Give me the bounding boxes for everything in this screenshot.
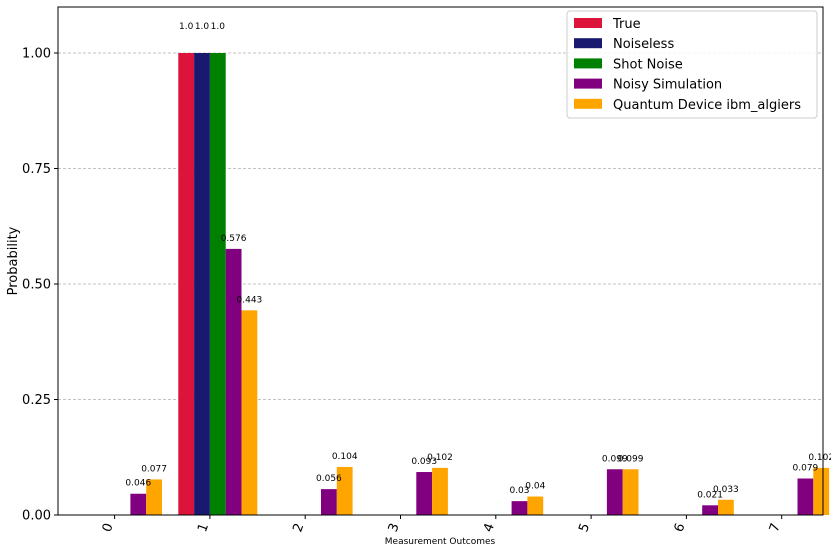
x-tick-label: 0 [100, 521, 117, 534]
bar [813, 467, 830, 515]
legend-swatch [574, 78, 602, 89]
legend-label: Quantum Device ibm_algiers [613, 98, 801, 113]
bar [321, 489, 337, 515]
legend-swatch [574, 98, 602, 109]
bar [606, 469, 623, 515]
legend-swatch [574, 18, 602, 28]
data-label: 0.04 [525, 482, 545, 492]
y-tick-label: 0.25 [22, 393, 51, 408]
x-tick-label: 2 [290, 521, 307, 534]
data-labels: 1.0 1.0 1.00.0460.5760.0560.0930.030.0990.… [125, 22, 831, 500]
legend: True Noiseless Shot Noise Noisy Simulation Q… [566, 10, 818, 119]
x-tick-label: 6 [672, 521, 689, 534]
bar [416, 472, 433, 515]
data-label: 0.099 [618, 454, 644, 464]
bar [718, 499, 734, 515]
bars [130, 53, 830, 515]
data-label: 0.102 [427, 453, 453, 463]
data-label: 0.077 [141, 464, 167, 474]
bar [797, 478, 814, 515]
y-axis-ticks: 0.00 0.25 0.50 0.75 1.00 [22, 47, 58, 524]
bar [241, 310, 258, 515]
data-label: 0.079 [793, 464, 819, 474]
plot-frame [57, 6, 824, 516]
data-label: 0.093 [411, 457, 437, 467]
data-label: 0.021 [697, 490, 723, 500]
data-label: 1.0 [211, 22, 226, 32]
data-label: 0.03 [509, 486, 529, 496]
data-label: 0.099 [602, 454, 628, 464]
bar [527, 496, 544, 515]
x-axis-title: Measurement Outcomes [385, 537, 496, 547]
data-label: 0.576 [221, 234, 247, 244]
y-tick-label: 0.75 [22, 162, 51, 177]
legend-label: Noisy Simulation [613, 78, 722, 93]
y-tick-label: 0.00 [22, 509, 51, 524]
data-label: 0.104 [332, 452, 358, 462]
bar [622, 469, 639, 515]
data-label: 0.046 [125, 479, 151, 489]
x-tick-label: 7 [767, 521, 784, 534]
bar [178, 53, 195, 515]
legend-label: Noiseless [613, 37, 674, 52]
data-label: 1.0 [195, 22, 210, 32]
x-tick-label: 5 [576, 521, 593, 534]
x-tick-label: 1 [195, 521, 212, 534]
bar [209, 53, 226, 515]
legend-swatch [574, 58, 602, 69]
y-axis-title: Probability [6, 226, 21, 295]
bar [511, 501, 528, 515]
bar [225, 248, 242, 515]
x-axis-ticks: 0 1 2 3 4 5 6 7 [100, 515, 784, 534]
data-label: 0.056 [316, 474, 342, 484]
data-label: 1.0 [179, 22, 194, 32]
data-label: 0.033 [713, 485, 739, 495]
y-tick-label: 0.50 [22, 278, 51, 293]
bar [336, 466, 353, 515]
legend-box [566, 10, 818, 119]
x-tick-label: 3 [386, 521, 403, 534]
y-tick-label: 1.00 [22, 47, 51, 62]
data-label: 0.443 [237, 295, 263, 305]
legend-label: True [612, 17, 641, 32]
data-label: 0.102 [808, 453, 831, 463]
legend-label: Shot Noise [613, 57, 683, 72]
legend-swatch [574, 38, 602, 49]
bar [194, 53, 210, 515]
bar [146, 479, 162, 515]
x-tick-label: 4 [481, 521, 498, 534]
bar [432, 467, 448, 515]
bar [702, 505, 718, 515]
bar [130, 493, 147, 515]
